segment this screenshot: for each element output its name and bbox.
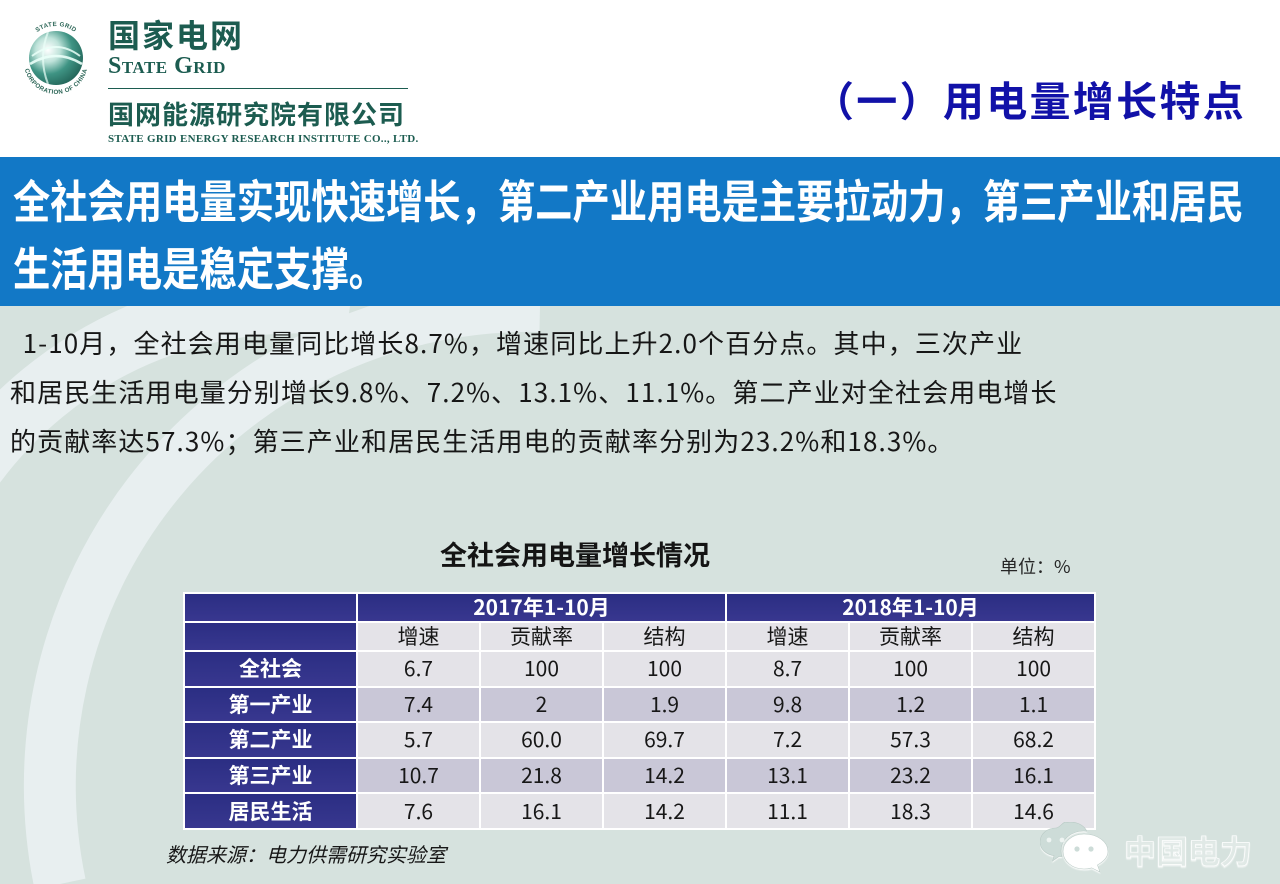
svg-text:中国电力: 中国电力 (1124, 827, 1252, 873)
